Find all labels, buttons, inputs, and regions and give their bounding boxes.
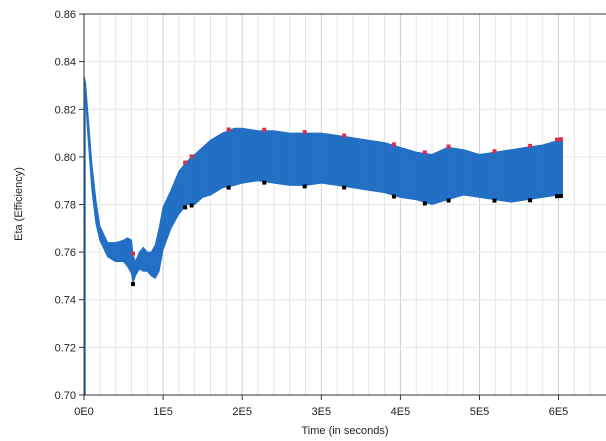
- y-tick-label: 0.84: [55, 57, 76, 69]
- series-band: [83, 75, 563, 395]
- x-tick-label: 5E5: [470, 406, 490, 418]
- x-tick-label: 2E5: [232, 406, 252, 418]
- spike-marker-upper: [131, 251, 135, 256]
- spike-markers: [131, 127, 563, 287]
- spike-marker-upper: [189, 154, 194, 159]
- spike-marker-upper: [446, 144, 451, 149]
- spike-marker-lower: [492, 198, 497, 203]
- spike-marker-lower: [555, 194, 559, 199]
- y-tick-label: 0.82: [55, 104, 76, 116]
- spike-marker-upper: [558, 137, 563, 142]
- spike-marker-upper: [555, 137, 559, 142]
- spike-marker-lower: [558, 194, 563, 198]
- spike-marker-lower: [262, 180, 267, 185]
- y-tick-label: 0.72: [55, 342, 76, 354]
- spike-marker-upper: [262, 127, 267, 132]
- spike-marker-upper: [528, 143, 533, 148]
- spike-marker-lower: [131, 282, 135, 287]
- spike-marker-upper: [422, 150, 427, 155]
- spike-marker-lower: [226, 185, 231, 190]
- x-tick-label: 4E5: [391, 406, 411, 418]
- spike-marker-upper: [492, 149, 497, 154]
- x-tick-label: 3E5: [312, 406, 332, 418]
- spike-marker-upper: [342, 133, 347, 138]
- spike-marker-lower: [189, 203, 194, 208]
- y-tick-label: 0.76: [55, 247, 76, 259]
- x-axis-title: Time (in seconds): [301, 425, 388, 437]
- spike-marker-lower: [302, 184, 307, 189]
- y-tick-label: 0.74: [55, 295, 76, 307]
- spike-marker-upper: [226, 127, 231, 132]
- spike-marker-upper: [183, 160, 188, 165]
- spike-marker-lower: [392, 194, 396, 199]
- spike-marker-lower: [342, 185, 347, 190]
- spike-marker-lower: [528, 198, 533, 203]
- x-tick-label: 6E5: [549, 406, 569, 418]
- spike-marker-lower: [446, 198, 451, 203]
- axis-ticks: 0E0 1E5 2E5 3E5 4E5 5E5 6E5 0.70 0.72 0.74 0.76 0.7…: [55, 9, 569, 418]
- y-axis-title: Eta (Efficiency): [13, 167, 25, 241]
- spike-marker-upper: [302, 130, 307, 135]
- spike-marker-lower: [422, 201, 427, 206]
- x-tick-label: 0E0: [74, 406, 94, 418]
- y-tick-label: 0.78: [55, 200, 76, 212]
- x-tick-label: 1E5: [153, 406, 173, 418]
- y-tick-label: 0.80: [55, 152, 76, 164]
- y-tick-label: 0.70: [55, 390, 76, 402]
- spike-marker-upper: [392, 142, 396, 147]
- y-tick-label: 0.86: [55, 9, 76, 21]
- spike-marker-lower: [183, 205, 188, 210]
